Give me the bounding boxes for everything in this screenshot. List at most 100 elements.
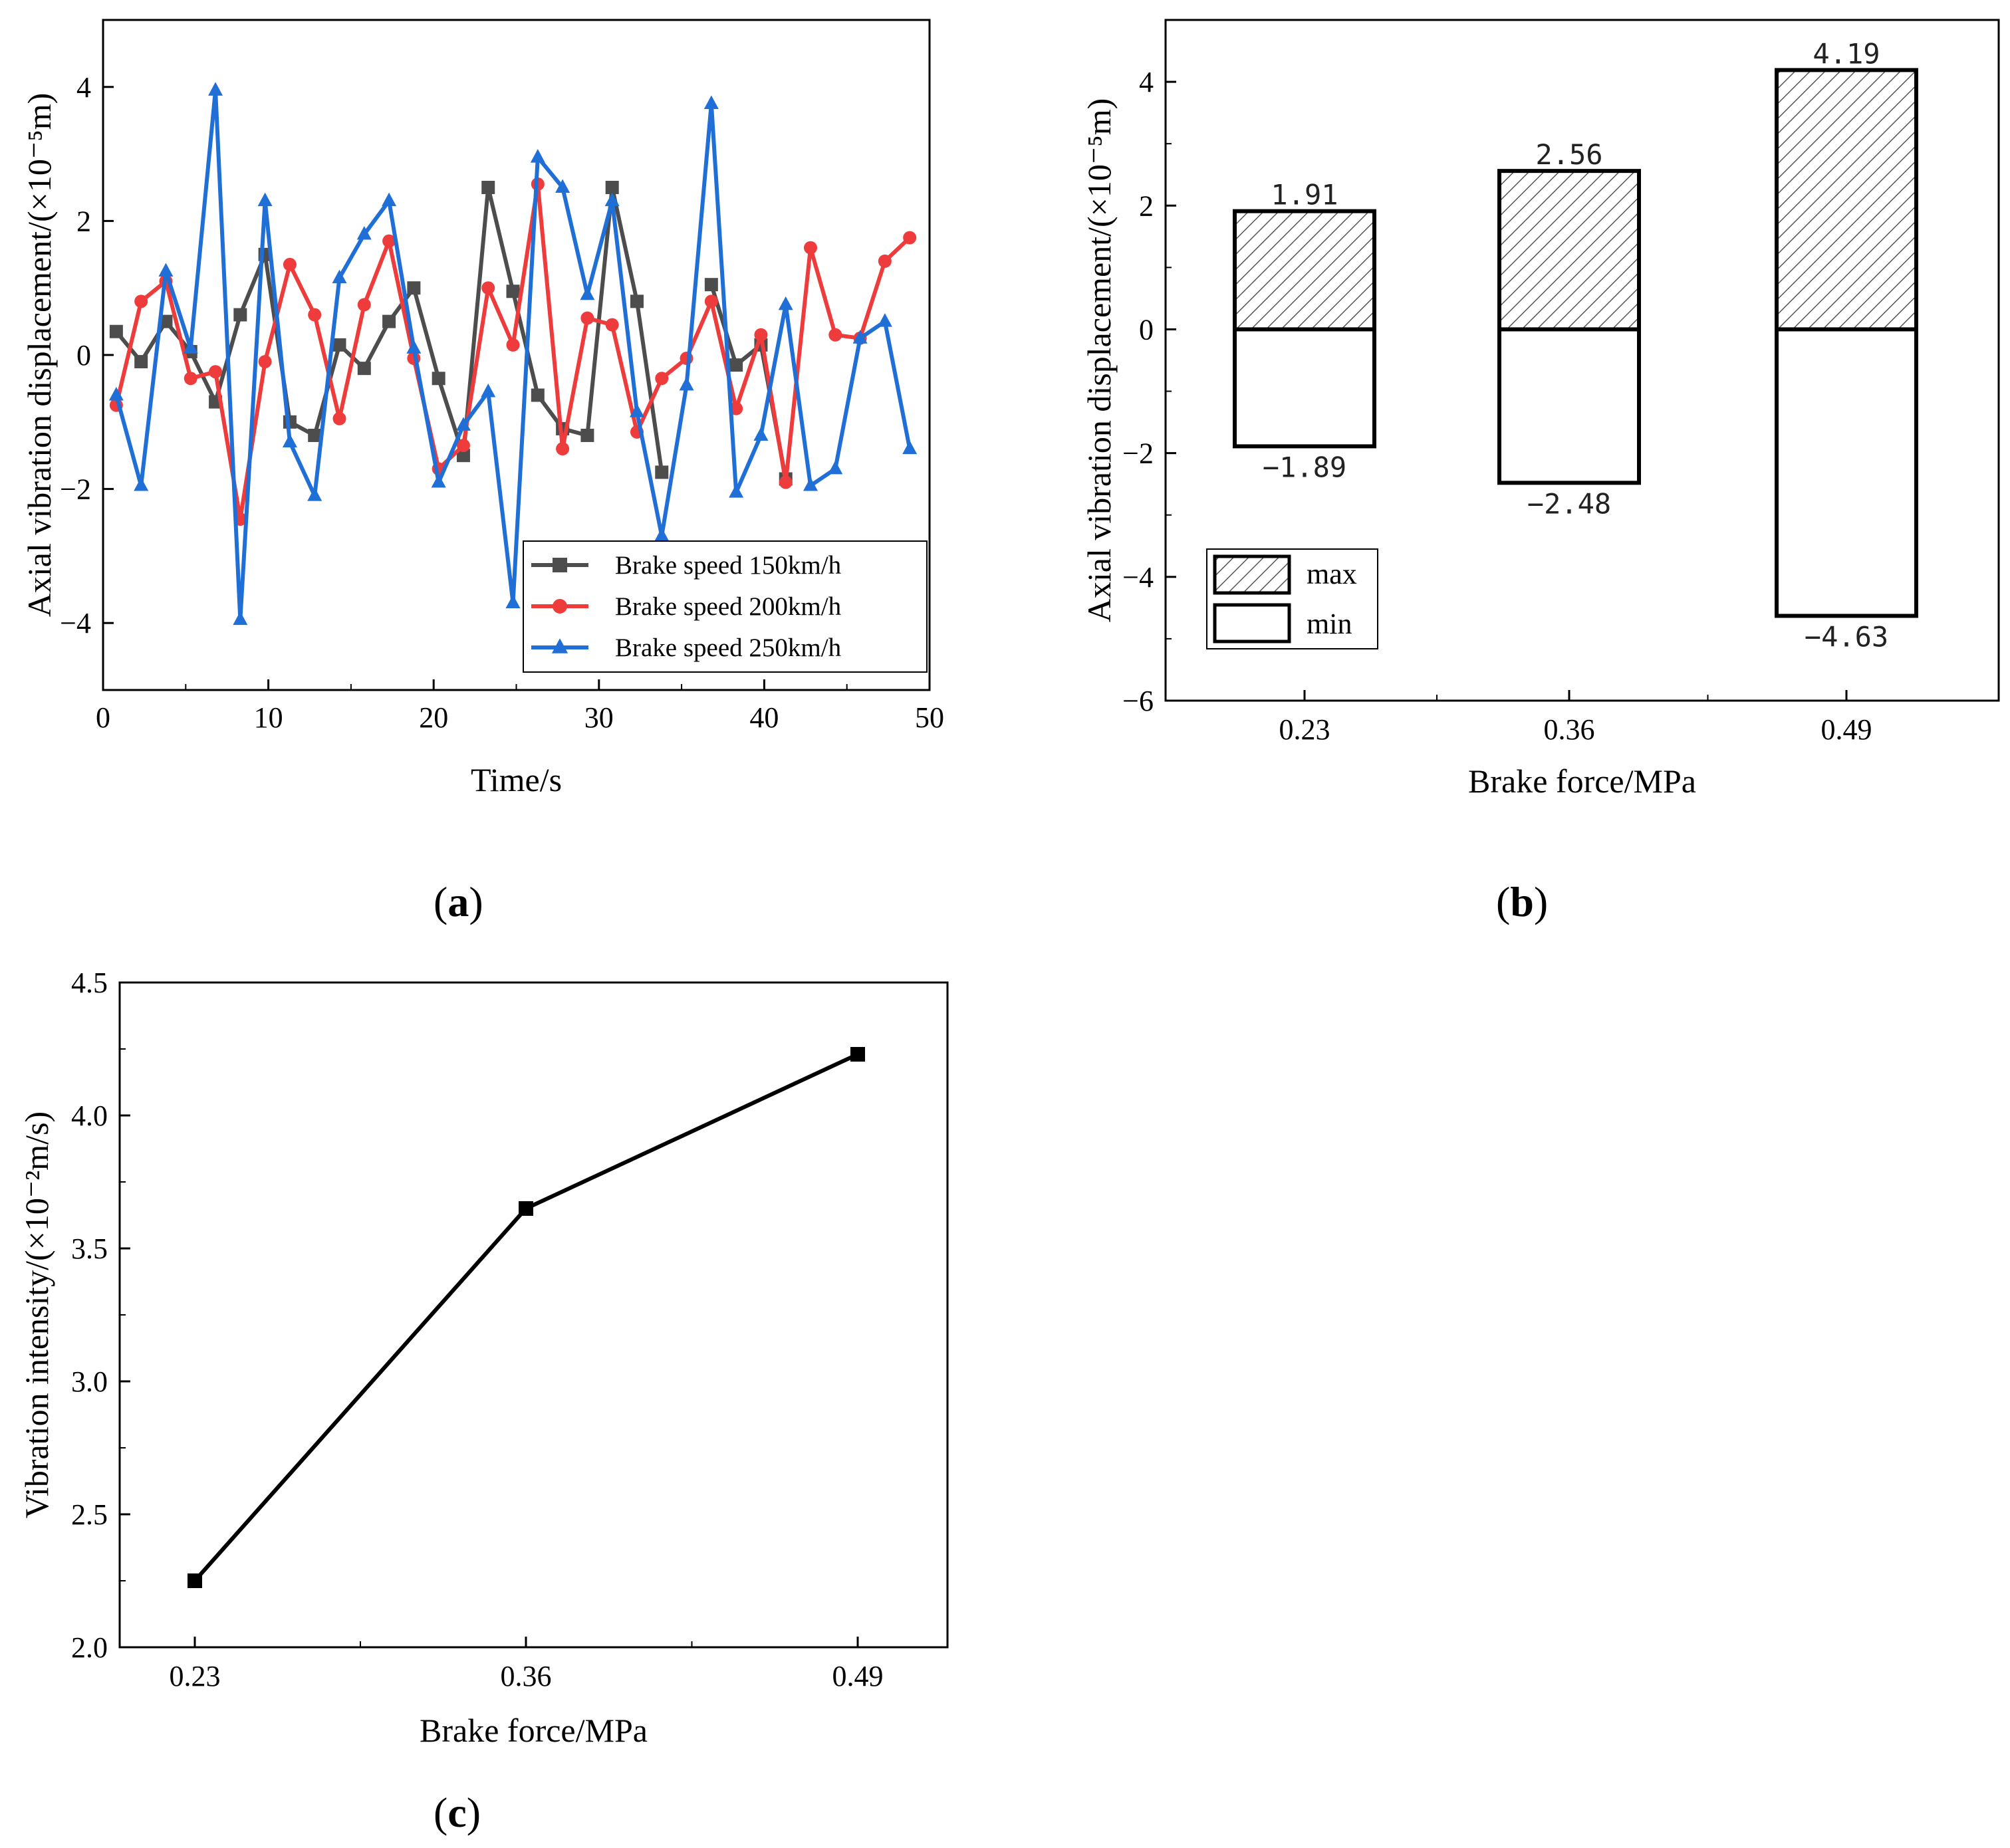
y-tick-label: 4 — [1139, 66, 1154, 98]
data-point — [481, 181, 495, 194]
panel-caption-a-letter: a — [447, 878, 469, 925]
bar-min — [1233, 327, 1376, 449]
panel-caption-b-letter: b — [1510, 878, 1534, 925]
y-axis-title-c: Vibration intensity/(×10⁻²m/s) — [18, 1111, 55, 1518]
data-point — [208, 82, 223, 96]
y-tick-label: −2 — [1122, 437, 1154, 470]
data-point — [431, 474, 446, 488]
data-point — [852, 330, 868, 344]
data-point — [184, 372, 197, 386]
data-point — [382, 234, 396, 248]
series-line-3 — [114, 88, 912, 622]
data-point — [803, 477, 818, 491]
data-point — [455, 417, 471, 431]
data-point — [357, 362, 371, 376]
data-point — [519, 1201, 533, 1216]
data-point — [332, 269, 347, 284]
data-point — [407, 281, 421, 295]
x-tick-label: 40 — [749, 701, 779, 734]
data-point — [729, 484, 744, 498]
x-tick-label: 0.23 — [1279, 713, 1330, 746]
legend-marker — [553, 599, 567, 614]
y-tick-label: 2 — [1139, 189, 1154, 222]
panel-caption-b: (b) — [1496, 878, 1549, 925]
data-point — [506, 338, 520, 352]
y-tick-label: 4.5 — [71, 967, 108, 999]
x-tick-label: 0.49 — [1821, 713, 1872, 746]
data-point — [258, 355, 272, 369]
y-tick-label: 0 — [1139, 313, 1154, 346]
data-point — [828, 460, 843, 475]
y-tick-label: 2.0 — [71, 1631, 108, 1664]
x-tick-label: 0.23 — [170, 1660, 221, 1692]
y-tick-label: −2 — [60, 473, 91, 506]
data-point — [308, 428, 322, 442]
data-point — [580, 428, 594, 442]
y-tick-label: 3.0 — [71, 1365, 108, 1398]
data-point — [158, 263, 174, 277]
data-point — [729, 358, 743, 372]
data-label-max: 1.91 — [1271, 179, 1338, 211]
plot-frame-a — [102, 19, 931, 691]
data-point — [654, 527, 670, 542]
data-point — [804, 241, 818, 255]
data-point — [704, 278, 718, 292]
y-axis-title-b: Axial vibration displacement/(×10⁻⁵m) — [1080, 98, 1118, 623]
data-point — [307, 487, 322, 501]
y-tick-label: 2 — [76, 205, 91, 237]
data-point — [456, 439, 470, 453]
data-point — [183, 340, 198, 354]
legend-label: Brake speed 250km/h — [615, 634, 841, 662]
data-point — [506, 285, 520, 298]
bar-max — [1775, 68, 1918, 332]
data-label-max: 4.19 — [1813, 37, 1880, 70]
data-point — [580, 286, 595, 300]
data-point — [159, 314, 173, 328]
x-tick-label: 20 — [419, 701, 448, 734]
bar-max — [1497, 169, 1641, 332]
legend-label: Brake speed 150km/h — [615, 551, 841, 580]
data-point — [555, 179, 570, 193]
data-point — [308, 308, 322, 322]
data-point — [580, 311, 594, 325]
data-point — [432, 372, 445, 386]
data-point — [604, 192, 620, 207]
y-tick-label: 0 — [76, 339, 91, 372]
panel-caption-c-letter: c — [447, 1789, 467, 1836]
series-line-1 — [114, 185, 664, 473]
data-point — [779, 475, 793, 489]
y-tick-label: 4 — [76, 71, 91, 104]
legend-label: Brake speed 200km/h — [615, 592, 841, 621]
data-point — [283, 257, 297, 271]
data-label-max: 2.56 — [1535, 138, 1602, 171]
chart-c: 2.0 2.5 3.0 3.5 4.0 4.5 0.23 0.36 0.49 Brake forc… — [18, 967, 949, 1749]
data-point — [332, 411, 346, 425]
data-point — [406, 340, 422, 354]
data-point — [828, 328, 842, 342]
y-tick-label: 3.5 — [71, 1232, 108, 1265]
x-tick-label: 30 — [584, 701, 614, 734]
chart-b: −6 −4 −2 0 2 4 0.23 0.36 0.49 1.91 −1.89 2.56 −2.48 4… — [1080, 19, 2000, 800]
series-line — [193, 1052, 859, 1582]
x-tick-label: 0 — [96, 701, 110, 734]
data-point — [382, 192, 397, 207]
plot-frame-c — [118, 981, 949, 1649]
legend-marker — [553, 558, 567, 572]
data-point — [134, 355, 148, 369]
chart-a: 0 10 20 30 40 50 −4 −2 0 2 4 Brake speed 150km/h Bra… — [21, 19, 944, 798]
x-axis-title-b: Brake force/MPa — [1468, 762, 1696, 800]
legend-marker — [551, 638, 568, 653]
legend-swatch-max — [1213, 554, 1291, 595]
bar-min — [1497, 327, 1641, 485]
x-tick-label: 0.49 — [832, 1660, 884, 1692]
x-tick-label: 0.36 — [501, 1660, 552, 1692]
x-axis-title-a: Time/s — [471, 761, 562, 798]
data-point — [456, 449, 470, 463]
legend-label: min — [1307, 608, 1352, 640]
panel-caption-c: (c) — [434, 1789, 481, 1836]
data-point — [655, 465, 669, 479]
legend-label: max — [1307, 558, 1357, 590]
y-tick-label: −4 — [1122, 561, 1154, 594]
y-tick-label: −4 — [60, 607, 91, 639]
